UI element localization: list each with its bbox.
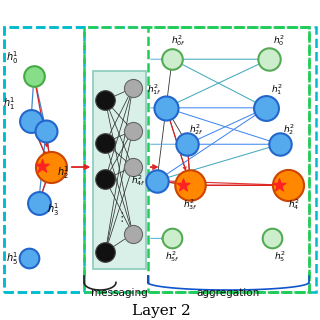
Text: $h_2^2$: $h_2^2$	[283, 122, 295, 137]
Text: $h_4^2$: $h_4^2$	[288, 197, 300, 212]
Point	[36, 201, 41, 206]
Point	[130, 128, 135, 133]
Point	[180, 182, 185, 187]
Point	[130, 231, 135, 236]
Point	[103, 177, 108, 182]
Text: $h_{2f}^2$: $h_{2f}^2$	[189, 122, 204, 137]
FancyBboxPatch shape	[93, 71, 146, 269]
Point	[264, 105, 269, 110]
Point	[130, 164, 135, 170]
Point	[31, 73, 36, 78]
Text: $h_5^2$: $h_5^2$	[274, 249, 286, 264]
Text: $h_{3f}^2$: $h_{3f}^2$	[183, 197, 198, 212]
Point	[185, 142, 190, 147]
Point	[130, 85, 135, 91]
Point	[44, 128, 49, 133]
Text: $h_{4f}^2$: $h_{4f}^2$	[132, 173, 146, 188]
Point	[170, 57, 175, 62]
Point	[164, 105, 169, 110]
Text: $h_0^2$: $h_0^2$	[273, 34, 284, 48]
Point	[188, 183, 193, 188]
Point	[27, 256, 32, 261]
Text: $h_0^1$: $h_0^1$	[6, 49, 19, 66]
Point	[270, 236, 275, 241]
Point	[103, 140, 108, 145]
Text: $h_{1f}^2$: $h_{1f}^2$	[147, 82, 161, 97]
Point	[28, 119, 34, 124]
Text: $h_1^1$: $h_1^1$	[4, 95, 16, 112]
Point	[277, 142, 283, 147]
Point	[155, 178, 160, 183]
Point	[103, 98, 108, 103]
Point	[40, 164, 45, 169]
Text: $h_1^2$: $h_1^2$	[271, 82, 283, 97]
Text: $\vdots$: $\vdots$	[115, 210, 124, 224]
Text: aggregation: aggregation	[197, 288, 260, 298]
Text: Layer 2: Layer 2	[132, 304, 191, 318]
Point	[170, 236, 175, 241]
Text: $h_2^1$: $h_2^1$	[57, 165, 69, 181]
Point	[276, 182, 282, 187]
Text: messaging: messaging	[91, 288, 148, 298]
Point	[267, 57, 272, 62]
Point	[48, 164, 53, 170]
Text: $h_{5f}^2$: $h_{5f}^2$	[165, 249, 180, 264]
Point	[103, 250, 108, 255]
Point	[285, 183, 290, 188]
Text: $h_{0f}^2$: $h_{0f}^2$	[171, 34, 186, 48]
Text: $h_5^1$: $h_5^1$	[6, 250, 19, 267]
Text: $h_3^1$: $h_3^1$	[47, 201, 60, 218]
